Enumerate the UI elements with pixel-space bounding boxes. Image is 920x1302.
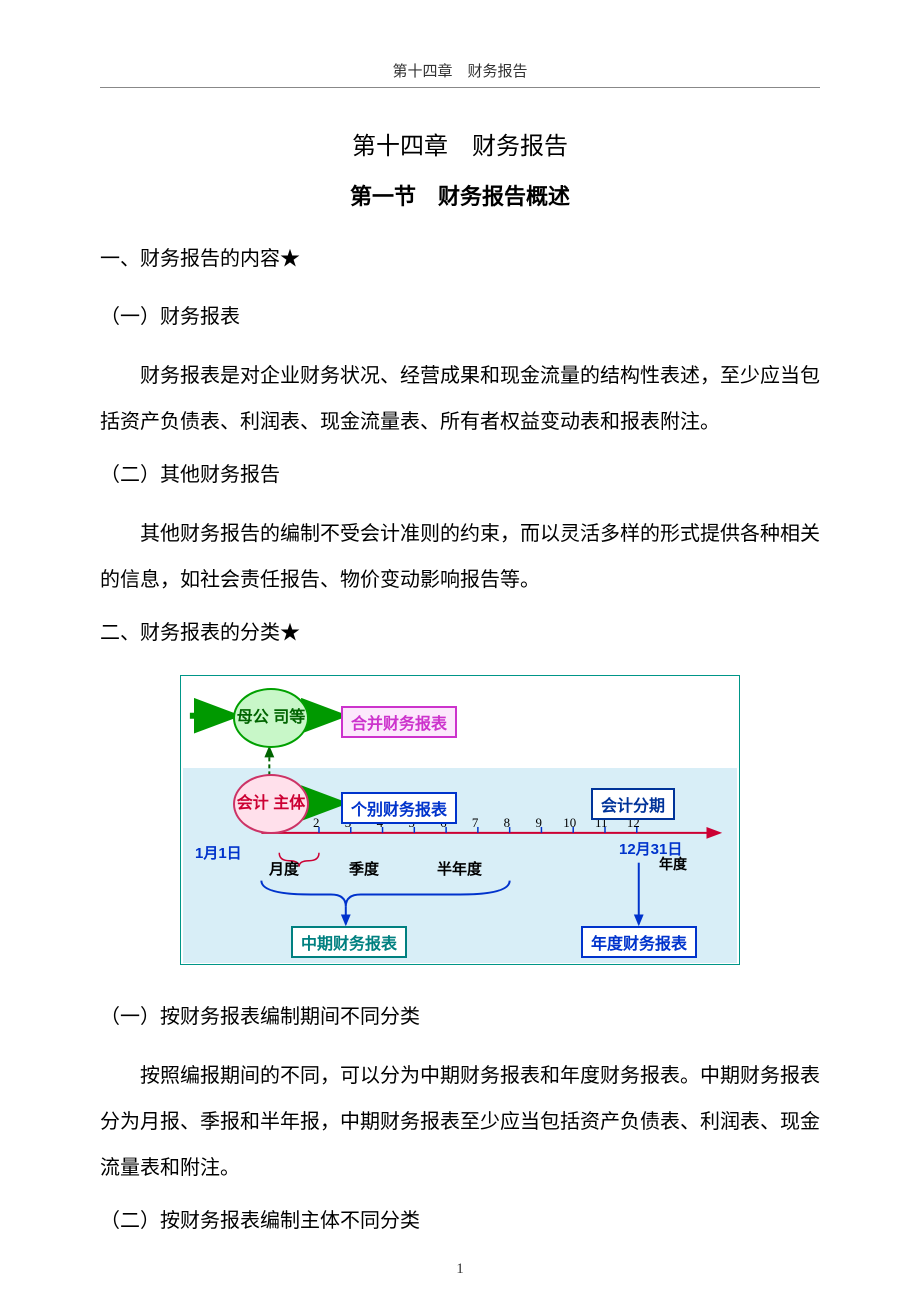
diagram-lower: 会计 主体 个别财务报表 会计分期 中期财务报表 年度财务报表 1月1日 12月… — [181, 766, 739, 966]
chapter-title: 第十四章 财务报告 — [100, 126, 820, 161]
node-accounting-entity: 会计 主体 — [233, 774, 309, 834]
node-individual-report: 个别财务报表 — [341, 792, 457, 824]
section2-sub2-heading: （二）按财务报表编制主体不同分类 — [100, 1199, 820, 1243]
page-number: 1 — [0, 1261, 920, 1278]
node-accounting-entity-label: 会计 主体 — [237, 795, 305, 813]
node-parent-company-label: 母公 司等 — [237, 709, 305, 727]
diagram-upper: 母公 司等 合并财务报表 — [181, 676, 739, 766]
section1-heading: 一、财务报告的内容★ — [100, 237, 820, 281]
period-label-quarter: 季度 — [349, 858, 379, 879]
node-accounting-period: 会计分期 — [591, 788, 675, 820]
period-label-halfyear: 半年度 — [437, 858, 482, 879]
period-label-month: 月度 — [269, 858, 299, 879]
node-interim-report: 中期财务报表 — [291, 926, 407, 958]
section1-sub1-body: 财务报表是对企业财务状况、经营成果和现金流量的结构性表述，至少应当包括资产负债表… — [100, 353, 820, 445]
section-title: 第一节 财务报告概述 — [100, 179, 820, 211]
section2-sub1-heading: （一）按财务报表编制期间不同分类 — [100, 995, 820, 1039]
section2-heading: 二、财务报表的分类★ — [100, 611, 820, 655]
classification-diagram: 母公 司等 合并财务报表 会计 主体 个别财务报表 会计分期 中期财务报表 年度… — [180, 675, 740, 965]
timeline-annual-label: 年度 — [659, 854, 687, 874]
node-consolidated-report: 合并财务报表 — [341, 706, 457, 738]
section1-sub2-heading: （二）其他财务报告 — [100, 453, 820, 497]
node-parent-company: 母公 司等 — [233, 688, 309, 748]
page: 第十四章 财务报告 第十四章 财务报告 第一节 财务报告概述 一、财务报告的内容… — [0, 0, 920, 1302]
section1-sub2-body: 其他财务报告的编制不受会计准则的约束，而以灵活多样的形式提供各种相关的信息，如社… — [100, 511, 820, 603]
running-head: 第十四章 财务报告 — [100, 60, 820, 88]
node-annual-report: 年度财务报表 — [581, 926, 697, 958]
section2-sub1-body: 按照编报期间的不同，可以分为中期财务报表和年度财务报表。中期财务报表分为月报、季… — [100, 1053, 820, 1191]
timeline-start-label: 1月1日 — [195, 842, 242, 863]
section1-sub1-heading: （一）财务报表 — [100, 295, 820, 339]
